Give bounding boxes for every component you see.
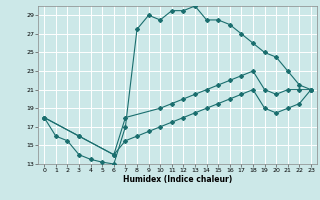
X-axis label: Humidex (Indice chaleur): Humidex (Indice chaleur) — [123, 175, 232, 184]
